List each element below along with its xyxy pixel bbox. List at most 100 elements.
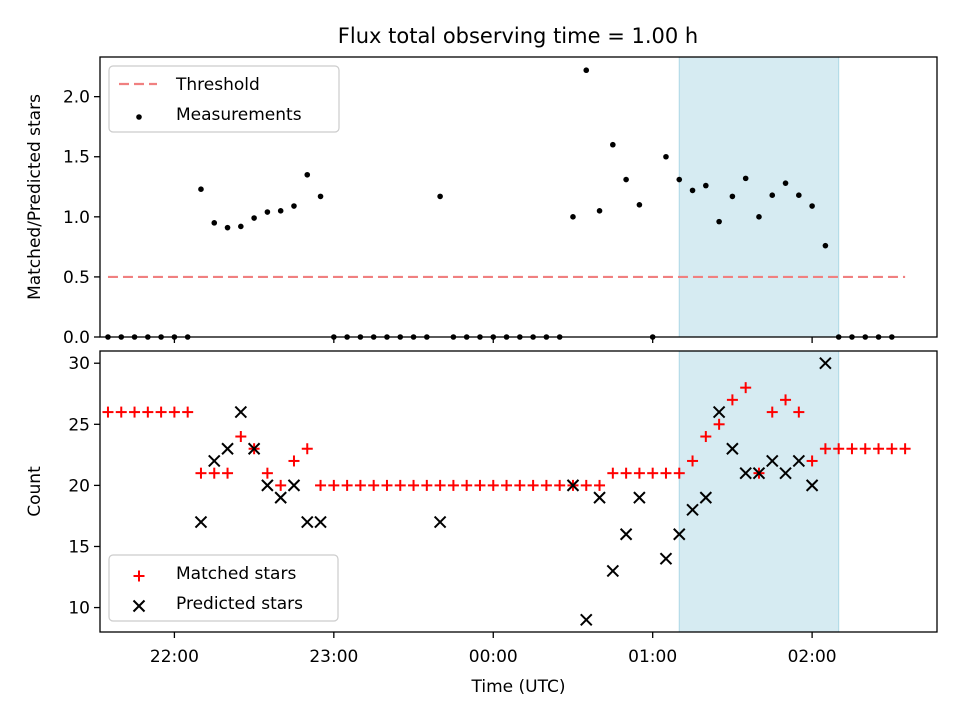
data-point (859, 443, 871, 455)
data-point (809, 203, 815, 209)
x-tick-label: 01:00 (628, 647, 677, 667)
data-point (636, 202, 643, 208)
legend-swatch (136, 114, 142, 120)
legend-swatch (133, 570, 145, 582)
y-tick-label: 0.0 (63, 328, 90, 348)
data-point (833, 443, 845, 455)
data-point (822, 242, 829, 249)
x-tick-label: 02:00 (788, 647, 837, 667)
data-point (304, 171, 311, 178)
data-point (726, 394, 738, 406)
data-point (633, 491, 646, 504)
data-point (713, 418, 725, 430)
data-point (487, 479, 499, 491)
data-point (566, 479, 580, 492)
data-point (540, 479, 552, 491)
legend-label: Predicted stars (176, 594, 303, 614)
x-tick-label: 23:00 (309, 647, 358, 667)
data-point (437, 193, 443, 200)
data-point (620, 467, 632, 479)
data-point (647, 467, 659, 479)
data-point (368, 479, 380, 491)
data-point (247, 442, 261, 455)
data-point (208, 467, 220, 479)
legend-box (108, 65, 340, 133)
data-point (238, 223, 244, 230)
data-point (142, 406, 154, 418)
data-point (610, 141, 616, 148)
y-tick-label: 0.5 (63, 268, 90, 288)
data-point (726, 442, 739, 455)
data-point (689, 187, 696, 194)
data-point (221, 442, 234, 455)
data-point (899, 443, 911, 455)
y-tick-label: 1.0 (63, 208, 90, 228)
data-point (703, 182, 709, 189)
data-point (782, 180, 789, 186)
data-point (606, 564, 620, 578)
data-point (700, 431, 712, 443)
count-panel: 10 15 20 25 30 22:00 23:00 00:00 01:00 02:00 Time … (25, 350, 938, 697)
y-tick-label: 1.5 (63, 148, 90, 168)
data-point (102, 406, 114, 418)
data-point (687, 455, 699, 467)
data-point (742, 175, 749, 182)
data-point (288, 455, 300, 467)
data-point (663, 153, 669, 160)
axes-frame (99, 56, 938, 338)
data-point (194, 515, 208, 529)
data-point (660, 467, 672, 479)
legend-item: Predicted stars (132, 594, 303, 614)
data-point (129, 406, 141, 418)
data-point (224, 224, 231, 231)
y-tick-label: 2.0 (63, 88, 90, 108)
data-point (434, 479, 446, 491)
data-point (208, 454, 221, 468)
data-point (554, 479, 566, 491)
data-point (673, 467, 685, 479)
data-point (314, 515, 327, 529)
data-point (301, 443, 313, 455)
data-point (251, 215, 257, 221)
data-point (659, 552, 673, 565)
y-tick-label: 15 (68, 537, 90, 557)
legend-box (108, 554, 339, 622)
data-point (740, 382, 752, 394)
data-point (739, 466, 752, 480)
data-point (381, 479, 393, 491)
data-point (328, 479, 340, 491)
data-point (341, 479, 353, 491)
data-point (729, 193, 736, 200)
data-point (155, 406, 167, 418)
data-point (793, 406, 805, 418)
y-tick-label: 20 (68, 476, 90, 496)
data-point (752, 466, 766, 480)
data-point (274, 491, 287, 504)
data-point (766, 454, 779, 468)
data-point (421, 479, 433, 491)
data-point (780, 394, 792, 406)
legend-item: Threshold (119, 75, 260, 95)
x-tick-label: 00:00 (469, 647, 518, 667)
data-point (623, 176, 629, 183)
data-point (198, 186, 204, 192)
data-point (394, 479, 406, 491)
highlight-span (678, 56, 840, 338)
data-point (806, 455, 818, 467)
y-axis-label: Count (25, 466, 45, 517)
data-point (686, 503, 699, 517)
data-point (168, 406, 180, 418)
series-measurements (105, 67, 895, 340)
data-point (766, 406, 778, 418)
highlight-span (678, 350, 840, 633)
x-tick-label: 22:00 (150, 647, 199, 667)
data-point (264, 209, 271, 215)
y-axis-label: Matched/Predicted stars (25, 94, 45, 300)
data-point (580, 479, 592, 491)
legend: Matched stars Predicted stars (108, 554, 339, 622)
data-point (234, 405, 248, 419)
legend-item: Matched stars (133, 564, 296, 584)
data-point (514, 479, 526, 491)
data-point (291, 203, 297, 209)
